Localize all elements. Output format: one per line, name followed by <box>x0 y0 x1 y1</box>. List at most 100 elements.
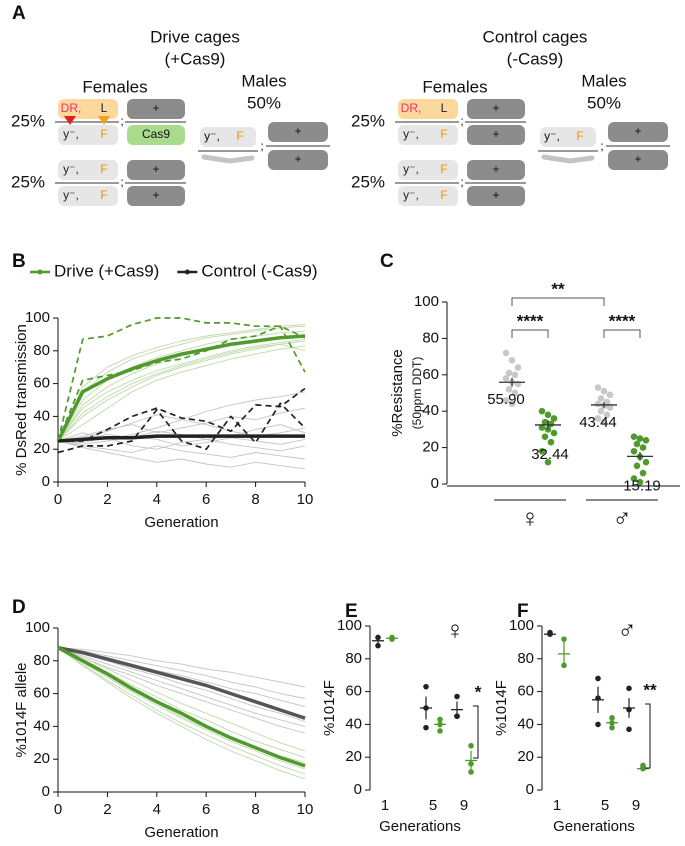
data-point <box>454 693 460 700</box>
data-point <box>541 418 549 426</box>
data-point <box>468 769 474 775</box>
data-point <box>561 636 567 642</box>
y-tick-label: 60 <box>517 683 534 700</box>
females-label: Females <box>422 77 487 96</box>
x-axis-label: Generation <box>144 824 218 841</box>
row-share: 25% <box>11 111 45 130</box>
autosome <box>608 150 668 170</box>
data-point <box>511 371 519 379</box>
y-chromosome <box>541 154 595 164</box>
simulation-line <box>57 647 306 780</box>
x-tick-label: 4 <box>153 491 161 508</box>
legend-swatch-dot <box>37 269 43 275</box>
data-point <box>603 411 611 419</box>
y-tick-label: 40 <box>33 407 50 424</box>
data-point <box>626 685 632 692</box>
chart-title: ♂ <box>617 615 637 645</box>
mean-label: 15.19 <box>623 477 661 494</box>
allele-label: F <box>440 162 447 176</box>
mean-line <box>56 334 306 442</box>
simulation-line <box>57 647 306 699</box>
x-tick-label: 0 <box>54 491 62 508</box>
autosome <box>608 122 668 142</box>
data-point <box>547 438 555 446</box>
x-axis-label: Generation <box>144 514 218 531</box>
allele-label: y⁻, <box>63 162 79 176</box>
y-tick-label: 20 <box>345 748 362 765</box>
allele-label: y⁻, <box>204 129 220 143</box>
autosome <box>127 186 185 206</box>
y-tick-label: 40 <box>517 715 534 732</box>
data-point <box>538 424 546 431</box>
panel-label: A <box>12 3 26 24</box>
y-tick-label: 60 <box>33 685 50 702</box>
autosome-label: + <box>492 101 499 115</box>
simulation-line <box>57 330 306 442</box>
panel-label: B <box>12 251 26 272</box>
data-point <box>437 716 443 723</box>
x-tick-label: ♀ <box>520 503 540 533</box>
y-tick-label: 60 <box>422 366 439 383</box>
y-tick-label: 0 <box>42 783 50 800</box>
legend-swatch-dot <box>184 269 190 275</box>
panel-label: D <box>12 597 26 618</box>
cage-line <box>58 387 306 442</box>
data-point <box>639 444 647 451</box>
mean-label: 32.44 <box>531 446 569 463</box>
y-tick-label: 80 <box>517 650 534 667</box>
x-tick-label: 2 <box>103 801 111 818</box>
y-tick-label: 20 <box>33 440 50 457</box>
significance-label: **** <box>609 311 636 330</box>
y-tick-label: 100 <box>25 309 50 326</box>
autosome <box>127 160 185 180</box>
significance-label: ** <box>551 279 565 298</box>
data-point <box>511 389 519 397</box>
data-point <box>642 458 650 466</box>
data-point <box>636 435 644 442</box>
data-point <box>639 469 647 477</box>
separator: ; <box>120 175 123 189</box>
autosome <box>467 125 525 145</box>
data-point <box>633 440 641 448</box>
x-tick-label: 5 <box>429 797 437 814</box>
autosome <box>467 160 525 180</box>
y-chromosome <box>201 154 255 164</box>
panel-label: F <box>517 601 529 622</box>
allele-label: y⁻, <box>403 127 419 141</box>
y-axis-label: %1014F <box>321 680 338 736</box>
allele-label: y⁻, <box>403 188 419 202</box>
legend-label: Drive (+Cas9) <box>54 261 159 280</box>
y-tick-label: 0 <box>42 473 50 490</box>
x-chromosome <box>200 127 256 147</box>
autosome <box>127 125 185 145</box>
x-axis-label: Generations <box>379 818 461 835</box>
y-tick-label: 20 <box>33 750 50 767</box>
data-point <box>502 349 510 357</box>
data-point <box>508 400 516 408</box>
simulation-line <box>57 647 306 734</box>
cage-line <box>57 317 306 442</box>
group-subtitle: (+Cas9) <box>165 49 226 68</box>
data-point <box>423 683 429 690</box>
x-tick-label: 0 <box>54 801 62 818</box>
autosome-label: + <box>634 124 641 138</box>
data-point <box>538 447 546 455</box>
x-axis-label: Generations <box>553 818 635 835</box>
x-chromosome <box>398 99 458 119</box>
autosome <box>467 186 525 206</box>
data-point <box>609 724 615 731</box>
significance-bracket <box>511 297 605 306</box>
data-point <box>595 675 601 682</box>
data-point <box>505 386 513 393</box>
data-point <box>594 400 602 408</box>
separator: ; <box>260 139 263 153</box>
x-chromosome <box>540 127 596 147</box>
simulation-line <box>57 407 306 442</box>
x-tick-label: 6 <box>202 801 210 818</box>
data-point <box>468 742 474 749</box>
simulation-line <box>57 340 306 442</box>
y-axis-label: %1014F <box>493 680 510 736</box>
data-point <box>541 433 549 440</box>
data-point <box>550 429 558 437</box>
data-point <box>423 724 429 731</box>
